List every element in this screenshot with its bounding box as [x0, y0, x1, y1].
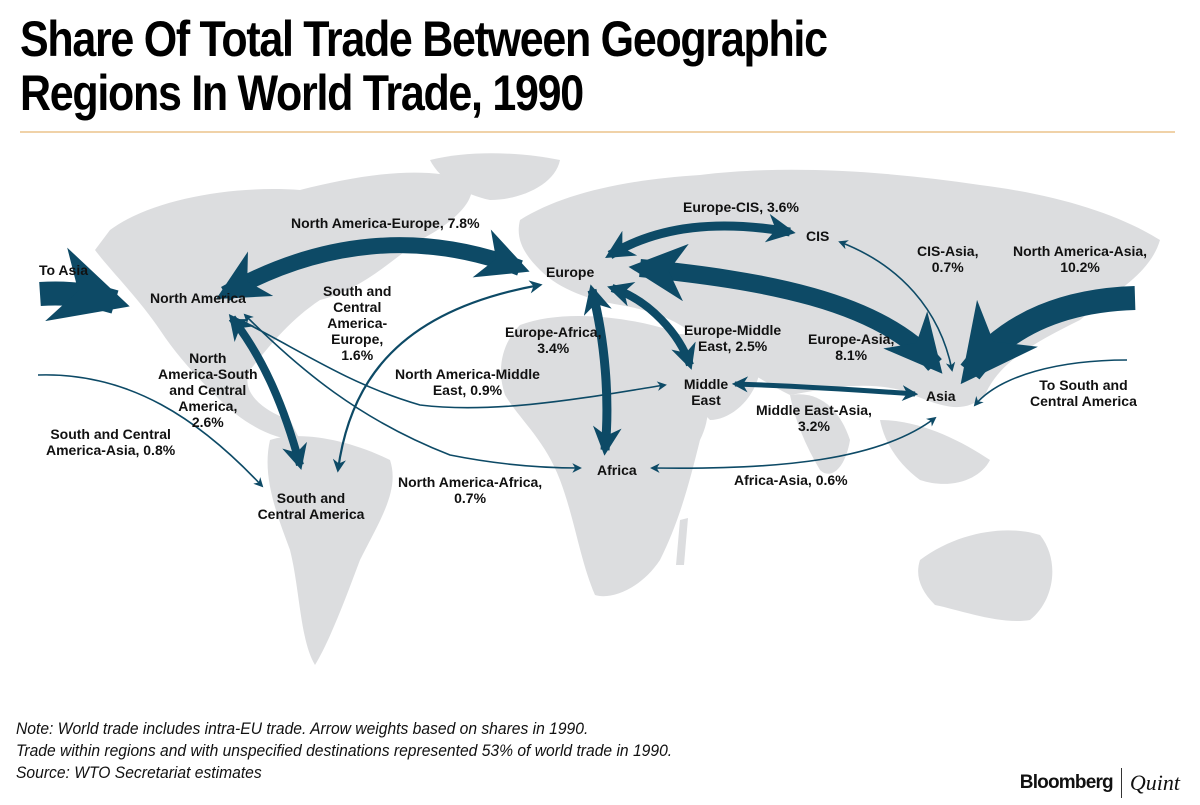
- arrow-europe-cis: [605, 213, 796, 259]
- arrow-sca-asia: [37, 374, 264, 488]
- arrow-cis-asia: [838, 240, 956, 372]
- label-na-asia: North America-Asia, 10.2%: [1013, 243, 1148, 275]
- region-cis: CIS: [806, 228, 830, 244]
- title-line-1: Share Of Total Trade Between Geographic: [20, 11, 828, 67]
- arrow-to-asia: [39, 247, 130, 322]
- arrow-africa-asia: [650, 416, 937, 473]
- brand-bloomberg: Bloomberg: [1019, 772, 1114, 793]
- page-title: Share Of Total Trade Between Geographic …: [20, 12, 1018, 120]
- source-line: Source: WTO Secretariat estimates: [16, 763, 262, 782]
- label-na-me: North America-Middle East, 0.9%: [395, 366, 540, 398]
- title-line-2: Regions In World Trade, 1990: [20, 65, 584, 121]
- label-cis-asia: CIS-Asia, 0.7%: [917, 243, 979, 275]
- label-europe-africa: Europe-Africa, 3.4%: [505, 324, 602, 356]
- label-na-sca: North America-South and Central America, 2.6…: [158, 350, 258, 430]
- brand-logo: Bloomberg Quint: [1020, 768, 1180, 798]
- brand-divider: [1120, 768, 1122, 798]
- region-middle-east: Middle East: [683, 376, 729, 408]
- label-sca-asia: South and Central America-Asia, 0.8%: [46, 426, 176, 458]
- label-na-europe: North America-Europe, 7.8%: [291, 215, 480, 231]
- region-africa: Africa: [597, 462, 637, 478]
- region-south-central-america: South and Central America: [257, 490, 365, 522]
- note-line-1: Note: World trade includes intra-EU trad…: [16, 719, 589, 738]
- label-europe-me: Europe-Middle East, 2.5%: [684, 322, 782, 354]
- label-na-africa: North America-Africa, 0.7%: [398, 474, 543, 506]
- arrow-na-europe: [216, 229, 530, 301]
- region-north-america: North America: [150, 290, 246, 306]
- label-to-sca: To South and Central America: [1030, 377, 1137, 409]
- label-sca-europe: South and Central America- Europe, 1.6%: [323, 283, 392, 363]
- arrow-to-sca: [973, 359, 1128, 407]
- flow-arrows: [37, 213, 1136, 488]
- title-divider: [20, 131, 1175, 133]
- brand-quint: Quint: [1129, 770, 1180, 795]
- label-africa-asia: Africa-Asia, 0.6%: [734, 472, 848, 488]
- region-europe: Europe: [546, 264, 595, 280]
- label-europe-asia: Europe-Asia, 8.1%: [808, 331, 895, 363]
- note-line-2: Trade within regions and with unspecifie…: [16, 741, 673, 760]
- arrow-me-asia: [731, 376, 919, 402]
- label-to-asia: To Asia: [39, 262, 89, 278]
- arrow-na-africa: [243, 313, 582, 473]
- arrow-na-asia: [960, 286, 1136, 385]
- world-map: [37, 153, 1160, 665]
- region-asia: Asia: [926, 388, 956, 404]
- label-me-asia: Middle East-Asia, 3.2%: [756, 402, 872, 434]
- footnotes: Note: World trade includes intra-EU trad…: [16, 718, 672, 784]
- label-europe-cis: Europe-CIS, 3.6%: [683, 199, 799, 215]
